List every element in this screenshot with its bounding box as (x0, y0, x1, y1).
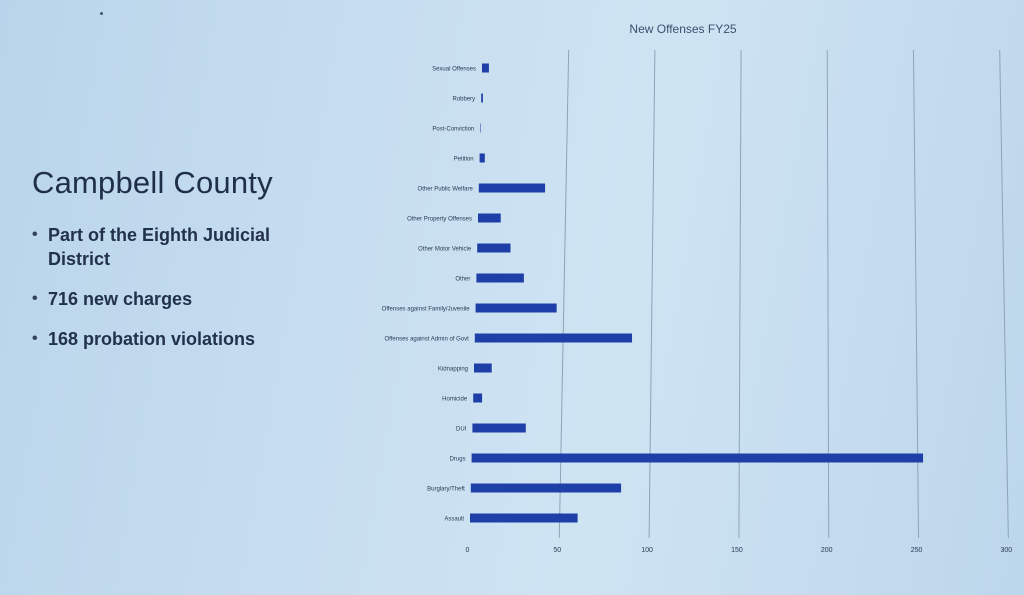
category-label: Post-Conviction (432, 127, 474, 133)
category-label: Homicide (442, 397, 468, 403)
x-tick-label: 100 (641, 547, 653, 554)
category-label: DUI (456, 427, 467, 433)
gridline (912, 49, 920, 539)
bar-burglary-theft (470, 483, 622, 493)
chart-title: New Offenses FY25 (629, 22, 736, 36)
x-tick-label: 200 (821, 547, 833, 554)
text-panel: Campbell County Part of the Eighth Judic… (32, 165, 332, 367)
x-tick-label: 250 (911, 547, 923, 554)
gridline (999, 49, 1009, 539)
gridline (648, 49, 656, 539)
bar-dui (472, 423, 526, 433)
gridline (558, 49, 570, 539)
bar-other-public-welfare (478, 183, 546, 193)
speck-mark (100, 12, 103, 15)
category-label: Drugs (450, 457, 466, 463)
category-label: Kidnapping (438, 367, 468, 373)
slide-title: Campbell County (32, 165, 273, 200)
x-tick-label: 0 (466, 547, 470, 554)
bar-other-property-offenses (478, 213, 501, 223)
category-label: Petition (454, 157, 474, 163)
x-tick-label: 150 (731, 547, 743, 554)
bar-offenses-against-admin-of-govt (474, 333, 633, 343)
category-label: Other (455, 277, 470, 283)
bar-other (476, 273, 524, 283)
category-label: Assault (444, 517, 464, 523)
bar-robbery (481, 93, 483, 103)
category-label: Other Property Offenses (407, 217, 472, 223)
gridlines (558, 49, 1009, 539)
bar-offenses-against-family-juvenile (475, 303, 557, 313)
gridline (738, 49, 742, 539)
bar-assault (470, 513, 578, 523)
bullet-probation-violations: 168 probation violations (32, 327, 332, 351)
x-tick-label: 50 (553, 547, 561, 554)
bar-drugs (471, 453, 924, 463)
category-label: Other Public Welfare (418, 187, 474, 193)
bar-post-conviction (480, 123, 481, 133)
gridline (826, 49, 830, 539)
bars (470, 63, 924, 523)
bar-petition (479, 153, 485, 163)
bullet-list: Part of the Eighth Judicial District 716… (32, 223, 332, 351)
category-labels: Sexual Offenses Robbery Post-Conviction Pet… (382, 67, 476, 523)
bar-homicide (473, 393, 483, 403)
category-label: Sexual Offenses (432, 67, 476, 73)
bar-kidnapping (474, 363, 492, 373)
category-label: Other Motor Vehicle (418, 247, 472, 253)
category-label: Offenses against Admin of Govt (385, 337, 470, 343)
x-tick-label: 300 (1001, 547, 1013, 554)
bullet-district: Part of the Eighth Judicial District (32, 223, 332, 271)
bar-sexual-offenses (482, 63, 489, 73)
category-label: Burglary/Theft (427, 487, 465, 493)
category-label: Robbery (453, 97, 476, 103)
bullet-new-charges: 716 new charges (32, 287, 332, 311)
category-label: Offenses against Family/Juvenile (382, 307, 471, 313)
x-tick-labels: 0 50 100 150 200 250 300 (466, 547, 1013, 554)
bar-other-motor-vehicle (477, 243, 511, 253)
